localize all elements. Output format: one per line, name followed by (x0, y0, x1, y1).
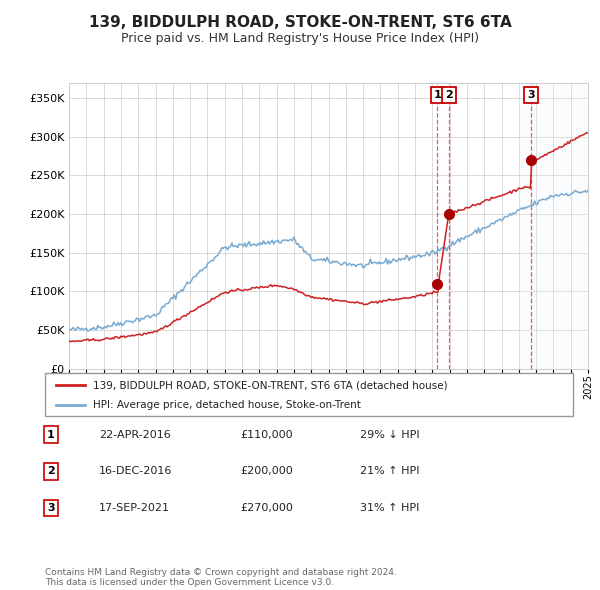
Text: £270,000: £270,000 (240, 503, 293, 513)
Text: Price paid vs. HM Land Registry's House Price Index (HPI): Price paid vs. HM Land Registry's House … (121, 32, 479, 45)
Text: 16-DEC-2016: 16-DEC-2016 (99, 467, 172, 476)
Bar (519, 83, 588, 369)
Text: 1: 1 (434, 90, 442, 100)
Text: £200,000: £200,000 (240, 467, 293, 476)
Text: 3: 3 (527, 90, 535, 100)
Text: 17-SEP-2021: 17-SEP-2021 (99, 503, 170, 513)
FancyBboxPatch shape (45, 373, 573, 416)
Text: 22-APR-2016: 22-APR-2016 (99, 430, 171, 440)
Text: Contains HM Land Registry data © Crown copyright and database right 2024.
This d: Contains HM Land Registry data © Crown c… (45, 568, 397, 587)
Text: HPI: Average price, detached house, Stoke-on-Trent: HPI: Average price, detached house, Stok… (92, 401, 361, 410)
Text: 139, BIDDULPH ROAD, STOKE-ON-TRENT, ST6 6TA (detached house): 139, BIDDULPH ROAD, STOKE-ON-TRENT, ST6 … (92, 381, 447, 391)
Text: 2: 2 (47, 467, 55, 476)
Text: 29% ↓ HPI: 29% ↓ HPI (360, 430, 419, 440)
Text: 31% ↑ HPI: 31% ↑ HPI (360, 503, 419, 513)
Text: £110,000: £110,000 (240, 430, 293, 440)
Text: 139, BIDDULPH ROAD, STOKE-ON-TRENT, ST6 6TA: 139, BIDDULPH ROAD, STOKE-ON-TRENT, ST6 … (89, 15, 511, 30)
Text: 3: 3 (47, 503, 55, 513)
Text: 2: 2 (445, 90, 453, 100)
Text: 21% ↑ HPI: 21% ↑ HPI (360, 467, 419, 476)
Text: 1: 1 (47, 430, 55, 440)
